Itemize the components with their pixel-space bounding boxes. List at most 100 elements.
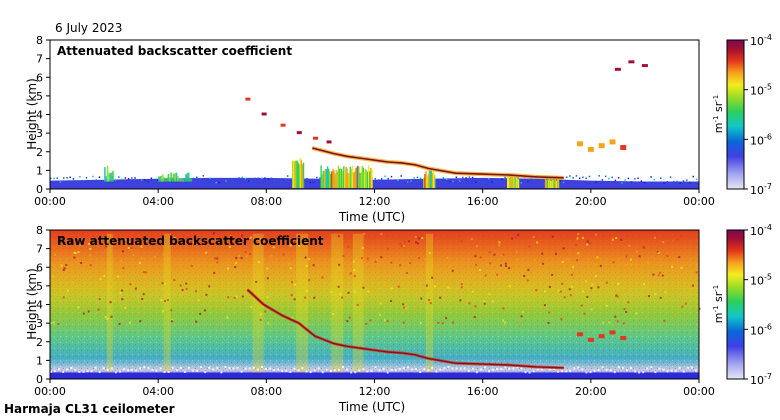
white-speckle xyxy=(642,371,645,374)
white-speckle xyxy=(370,370,373,373)
backscatter-speckle xyxy=(254,177,256,180)
white-speckle xyxy=(159,367,162,370)
noise-dot xyxy=(185,236,188,239)
white-speckle xyxy=(532,370,535,373)
colorbar-tick-label: 10-5 xyxy=(750,83,772,98)
x-tick-label: 16:00 xyxy=(467,385,499,398)
white-speckle xyxy=(581,368,584,371)
noise-dot xyxy=(161,282,164,285)
noise-dot xyxy=(235,295,238,298)
backscatter-speckle xyxy=(79,175,81,178)
white-speckle xyxy=(62,370,65,373)
white-speckle xyxy=(58,368,61,371)
backscatter-speckle xyxy=(449,180,451,183)
white-speckle xyxy=(398,367,401,370)
x-tick-label: 00:00 xyxy=(683,195,715,208)
noise-dot xyxy=(582,290,585,293)
convective-column xyxy=(552,180,554,189)
aerosol-plume-column xyxy=(175,172,178,182)
noise-dot xyxy=(63,267,66,270)
backscatter-speckle xyxy=(387,177,389,180)
backscatter-speckle xyxy=(98,176,101,178)
noise-dot xyxy=(484,274,487,277)
backscatter-speckle xyxy=(445,178,448,181)
backscatter-speckle xyxy=(374,178,376,180)
white-speckle xyxy=(557,370,560,373)
noise-dot xyxy=(471,290,474,293)
noise-dot xyxy=(515,250,518,253)
noise-dot xyxy=(479,256,482,259)
noise-dot xyxy=(109,282,112,285)
noise-dot xyxy=(128,242,131,245)
noise-dot xyxy=(532,236,535,239)
convective-column xyxy=(336,171,339,189)
noise-dot xyxy=(561,282,564,285)
noise-dot xyxy=(97,308,100,311)
convective-column xyxy=(351,165,354,189)
noise-dot xyxy=(425,284,428,287)
noise-dot xyxy=(657,251,660,254)
convective-column xyxy=(557,177,560,189)
noise-streak xyxy=(106,233,113,374)
noise-streak xyxy=(352,233,364,374)
convective-column xyxy=(555,180,558,189)
noise-dot xyxy=(306,289,309,292)
backscatter-speckle xyxy=(624,179,626,181)
noise-dot xyxy=(98,298,101,301)
white-speckle xyxy=(346,368,349,371)
white-speckle xyxy=(504,366,507,369)
backscatter-speckle xyxy=(617,177,620,179)
noise-dot xyxy=(424,258,427,261)
noise-dot xyxy=(557,289,560,292)
noise-dot xyxy=(130,247,133,250)
aerosol-plume-column xyxy=(179,179,182,182)
white-speckle xyxy=(646,367,649,370)
backscatter-speckle xyxy=(290,178,292,181)
convective-column xyxy=(507,174,509,189)
convective-column xyxy=(349,166,352,189)
noise-dot xyxy=(142,312,145,315)
noise-dot xyxy=(220,303,223,306)
noise-dot xyxy=(170,320,173,323)
noise-dot xyxy=(452,321,455,324)
noise-dot xyxy=(681,305,684,308)
aerosol-plume-column xyxy=(106,165,109,182)
noise-dot xyxy=(428,252,431,255)
noise-dot xyxy=(162,253,165,256)
noise-dot xyxy=(433,235,436,238)
convective-column xyxy=(358,167,360,189)
noise-dot xyxy=(543,290,546,293)
backscatter-speckle xyxy=(228,180,230,183)
white-speckle xyxy=(187,366,190,369)
aerosol-plume-column xyxy=(190,178,193,182)
convective-column xyxy=(550,180,552,189)
y-tick-label: 3 xyxy=(36,127,43,140)
aerosol-plume-column xyxy=(183,179,186,182)
noise-dot xyxy=(80,261,83,264)
noise-dot xyxy=(491,300,494,303)
noise-dot xyxy=(614,315,617,318)
white-speckle xyxy=(423,367,426,370)
white-speckle xyxy=(273,369,276,372)
noise-dot xyxy=(652,273,655,276)
colorbar-tick-label: 10-7 xyxy=(750,372,772,387)
noise-dot xyxy=(410,271,413,274)
noise-dot xyxy=(77,306,80,309)
noise-dot xyxy=(561,260,564,263)
convective-column xyxy=(511,176,513,189)
noise-dot xyxy=(121,250,124,253)
backscatter-speckle xyxy=(663,182,665,184)
backscatter-speckle xyxy=(215,181,217,184)
noise-dot xyxy=(321,276,324,279)
white-speckle xyxy=(492,368,495,371)
backscatter-speckle xyxy=(462,176,464,179)
evening-cloud-mark xyxy=(577,332,584,337)
backscatter-speckle xyxy=(196,176,198,178)
backscatter-speckle xyxy=(309,181,312,184)
convective-column xyxy=(292,160,294,189)
white-speckle xyxy=(670,369,673,372)
white-speckle xyxy=(621,366,624,369)
high-cloud-mark xyxy=(313,136,319,140)
noise-dot xyxy=(50,322,53,325)
backscatter-speckle xyxy=(488,177,490,180)
